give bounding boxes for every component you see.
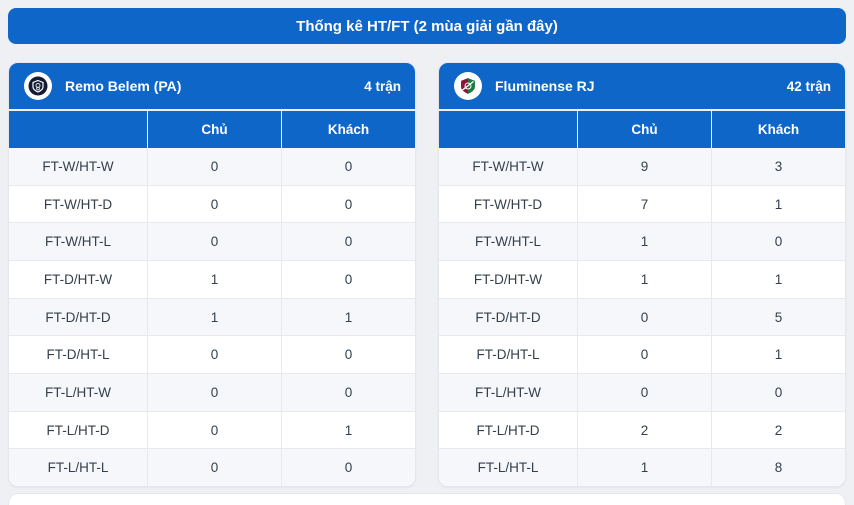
- stat-label: FT-W/HT-W: [472, 158, 544, 174]
- stat-label: FT-L/HT-D: [476, 422, 540, 438]
- home-value: 1: [577, 223, 711, 261]
- table-row: FT-L/HT-L 0 0: [9, 448, 415, 486]
- home-value: 0: [147, 374, 281, 411]
- empty-header-cell: [9, 111, 147, 148]
- home-value: 9: [577, 148, 711, 185]
- table-header-row: Chủ Khách: [439, 111, 845, 148]
- away-value: 0: [281, 261, 415, 298]
- table-row: FT-D/HT-L 0 1: [439, 335, 845, 374]
- table-row: FT-L/HT-D 0 1: [9, 410, 415, 449]
- stat-label: FT-D/HT-L: [46, 347, 110, 363]
- stat-label: FT-D/HT-W: [43, 271, 113, 287]
- stat-label: FT-L/HT-L: [477, 460, 539, 476]
- away-value: 0: [281, 148, 415, 185]
- section-title-bar: Thống kê HT/FT (2 mùa giải gần đây): [8, 8, 846, 44]
- stat-label: FT-W/HT-W: [42, 158, 114, 174]
- away-value: 0: [281, 374, 415, 411]
- table-row: FT-D/HT-D 1 1: [9, 297, 415, 336]
- table-row: FT-D/HT-L 0 0: [9, 335, 415, 374]
- divider: [439, 109, 845, 111]
- home-value: 0: [147, 336, 281, 374]
- stat-label: FT-D/HT-W: [473, 271, 543, 287]
- away-value: 2: [711, 411, 845, 449]
- table-row: FT-L/HT-W 0 0: [9, 373, 415, 411]
- away-value: 0: [281, 185, 415, 223]
- table-row: FT-L/HT-L 1 8: [439, 448, 845, 486]
- away-value: 1: [711, 185, 845, 223]
- stat-label: FT-W/HT-L: [45, 234, 112, 250]
- home-value: 0: [147, 148, 281, 185]
- away-value: 3: [711, 148, 845, 185]
- home-column-header: Chủ: [577, 111, 711, 148]
- away-value: 1: [281, 298, 415, 336]
- home-value: 0: [147, 411, 281, 449]
- table-row: FT-W/HT-D 7 1: [439, 184, 845, 223]
- next-section-card: [8, 493, 846, 505]
- stat-label: FT-L/HT-W: [475, 384, 542, 400]
- table-header-row: Chủ Khách: [9, 111, 415, 148]
- away-value: 0: [711, 223, 845, 261]
- away-value: 1: [711, 261, 845, 298]
- table-row: FT-D/HT-D 0 5: [439, 297, 845, 336]
- away-column-header: Khách: [711, 111, 845, 148]
- table-row: FT-W/HT-L 0 0: [9, 222, 415, 261]
- home-value: 0: [577, 298, 711, 336]
- home-column-header: Chủ: [147, 111, 281, 148]
- empty-header-cell: [439, 111, 577, 148]
- stat-label: FT-L/HT-D: [46, 422, 110, 438]
- stats-panels-container: Remo Belem (PA) 4 trận Chủ Khách FT-W/HT…: [8, 62, 846, 487]
- away-value: 8: [711, 449, 845, 486]
- away-value: 1: [711, 336, 845, 374]
- team-name: Fluminense RJ: [495, 78, 595, 94]
- table-row: FT-W/HT-D 0 0: [9, 184, 415, 223]
- stat-label: FT-W/HT-L: [475, 234, 542, 250]
- team-name: Remo Belem (PA): [65, 78, 182, 94]
- divider: [9, 109, 415, 111]
- away-value: 0: [281, 336, 415, 374]
- stats-table-body: FT-W/HT-W 9 3 FT-W/HT-D 7 1 FT-W/HT-L 1 0 FT-D/HT…: [439, 148, 845, 486]
- home-value: 0: [577, 336, 711, 374]
- table-row: FT-W/HT-W 9 3: [439, 148, 845, 185]
- table-row: FT-L/HT-W 0 0: [439, 373, 845, 411]
- stat-label: FT-W/HT-D: [473, 196, 543, 212]
- table-row: FT-D/HT-W 1 0: [9, 260, 415, 298]
- stat-label: FT-D/HT-L: [476, 347, 540, 363]
- home-value: 7: [577, 185, 711, 223]
- away-value: 0: [281, 223, 415, 261]
- team-stats-panel-fluminense: Fluminense RJ 42 trận Chủ Khách FT-W/HT-…: [438, 62, 846, 487]
- home-value: 2: [577, 411, 711, 449]
- table-row: FT-L/HT-D 2 2: [439, 410, 845, 449]
- remo-belem-crest-icon: [24, 72, 52, 100]
- home-value: 1: [147, 261, 281, 298]
- section-title: Thống kê HT/FT (2 mùa giải gần đây): [296, 17, 558, 35]
- stat-label: FT-L/HT-L: [47, 460, 109, 476]
- stat-label: FT-D/HT-D: [475, 309, 541, 325]
- away-value: 0: [281, 449, 415, 486]
- fluminense-crest-icon: [454, 72, 482, 100]
- away-value: 5: [711, 298, 845, 336]
- stat-label: FT-L/HT-W: [45, 384, 112, 400]
- table-row: FT-D/HT-W 1 1: [439, 260, 845, 298]
- home-value: 1: [147, 298, 281, 336]
- home-value: 1: [577, 261, 711, 298]
- stats-table-body: FT-W/HT-W 0 0 FT-W/HT-D 0 0 FT-W/HT-L 0 0 FT-D/HT…: [9, 148, 415, 486]
- away-value: 1: [281, 411, 415, 449]
- home-value: 0: [147, 185, 281, 223]
- away-column-header: Khách: [281, 111, 415, 148]
- table-row: FT-W/HT-W 0 0: [9, 148, 415, 185]
- match-count: 4 trận: [364, 78, 401, 94]
- stat-label: FT-W/HT-D: [43, 196, 113, 212]
- home-value: 1: [577, 449, 711, 486]
- team-stats-panel-remo-belem: Remo Belem (PA) 4 trận Chủ Khách FT-W/HT…: [8, 62, 416, 487]
- match-count: 42 trận: [786, 78, 831, 94]
- stat-label: FT-D/HT-D: [45, 309, 111, 325]
- home-value: 0: [147, 449, 281, 486]
- panel-header: Remo Belem (PA) 4 trận: [9, 63, 415, 109]
- home-value: 0: [577, 374, 711, 411]
- home-value: 0: [147, 223, 281, 261]
- table-row: FT-W/HT-L 1 0: [439, 222, 845, 261]
- away-value: 0: [711, 374, 845, 411]
- panel-header: Fluminense RJ 42 trận: [439, 63, 845, 109]
